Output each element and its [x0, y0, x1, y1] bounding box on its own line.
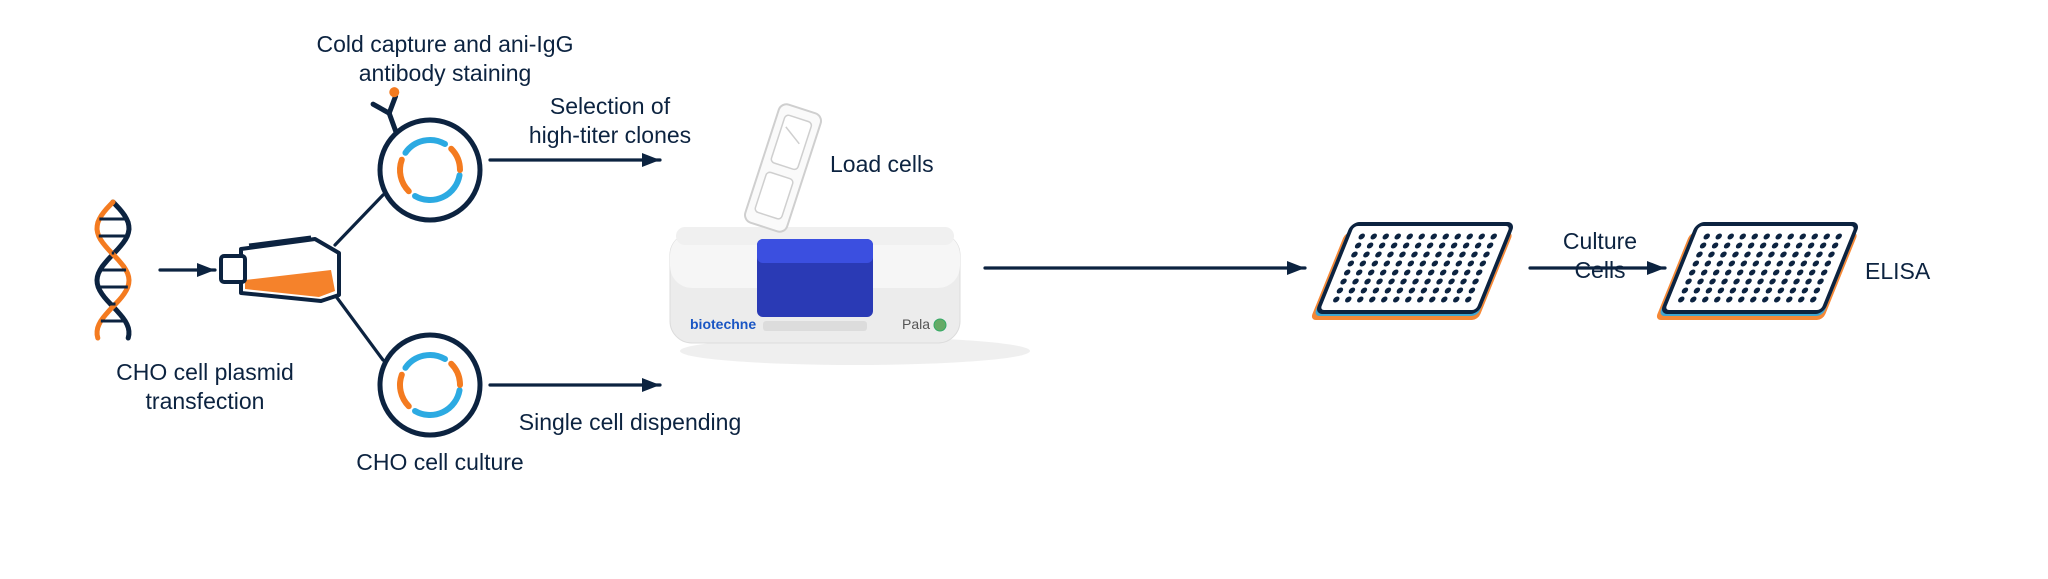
label-lbl_elisa: ELISA	[1865, 257, 1985, 286]
label-lbl_selection: Selection ofhigh-titer clones	[500, 92, 720, 150]
arrow	[160, 263, 215, 277]
arrow	[490, 153, 660, 167]
label-lbl_loadcells: Load cells	[830, 150, 990, 179]
label-lbl_culturecells: CultureCells	[1530, 227, 1670, 285]
pala-instrument-icon: biotechne Pala	[670, 227, 1030, 365]
well-plate-icon	[1310, 224, 1517, 320]
instrument-model: Pala	[902, 316, 930, 332]
label-lbl_choculture: CHO cell culture	[330, 448, 550, 477]
arrow	[335, 295, 383, 360]
label-lbl_transfection: CHO cell plasmidtransfection	[75, 358, 335, 416]
cartridge-icon	[743, 102, 823, 234]
arrow	[985, 261, 1305, 275]
arrow	[490, 378, 660, 392]
dna-helix-icon	[97, 202, 129, 338]
well-plate-icon	[1655, 224, 1862, 320]
label-lbl_singlecell: Single cell dispending	[480, 408, 780, 437]
cho-cell-icon	[380, 335, 480, 435]
arrow	[335, 195, 383, 245]
label-lbl_coldcapture: Cold capture and ani-IgGantibody stainin…	[290, 30, 600, 88]
cho-cell-antibody-icon	[370, 86, 480, 220]
culture-flask-icon	[221, 237, 339, 301]
instrument-brand: biotechne	[690, 316, 756, 332]
